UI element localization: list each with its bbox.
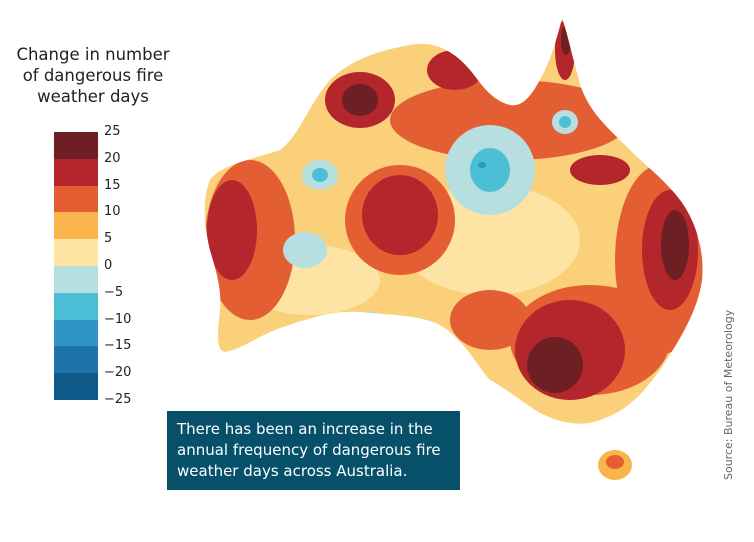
region-high-gulf <box>570 155 630 185</box>
region-moderate-south <box>450 290 530 350</box>
source-credit: Source: Bureau of Meteorology <box>722 309 735 480</box>
legend-tick-label: −25 <box>104 392 132 407</box>
tasmania-highlight <box>606 455 624 469</box>
region-veryhigh-southeast <box>527 337 583 393</box>
region-decrease-gulf-strong <box>559 116 571 128</box>
legend-swatch <box>54 266 98 294</box>
legend-tick-label: −10 <box>104 311 132 327</box>
legend-title-line2: of dangerous fire <box>22 66 164 85</box>
legend-swatch <box>54 132 98 160</box>
legend-title-line3: weather days <box>37 87 149 106</box>
region-decrease-pilbara-strong <box>312 168 328 182</box>
region-veryhigh-capeyork <box>561 25 571 55</box>
legend-swatch <box>54 346 98 374</box>
region-decrease-southcoast <box>352 312 388 328</box>
legend-color-bar <box>54 132 98 401</box>
region-high-west <box>207 180 257 280</box>
legend-tick-label: 20 <box>104 150 121 166</box>
region-high-centre <box>362 175 438 255</box>
legend-swatch <box>54 239 98 267</box>
region-veryhigh-kimberley <box>342 84 378 116</box>
legend-swatch <box>54 212 98 240</box>
legend-swatch <box>54 185 98 213</box>
legend-tick-label: −15 <box>104 338 132 354</box>
legend-tick-label: −5 <box>104 284 124 300</box>
legend-tick-label: 10 <box>104 204 121 220</box>
legend-swatch <box>54 373 98 401</box>
region-high-topend <box>427 50 483 90</box>
legend-title-line1: Change in number <box>16 45 170 64</box>
legend-tick-label: 25 <box>104 124 121 139</box>
legend-tick-label: 0 <box>104 258 113 273</box>
fire-change-shading <box>205 20 703 400</box>
legend-swatch <box>54 292 98 321</box>
legend-swatch <box>54 158 98 187</box>
caption-text: There has been an increase in the annual… <box>177 420 441 480</box>
region-decrease-centralnorth-strong <box>470 148 510 192</box>
australia-map <box>204 18 703 480</box>
region-decrease-centralnorth-max <box>478 162 486 168</box>
legend-title: Change in number of dangerous fire weath… <box>8 44 178 107</box>
legend-tick-label: 5 <box>104 231 113 247</box>
caption-box: There has been an increase in the annual… <box>167 411 460 490</box>
legend-swatch <box>54 319 98 347</box>
legend-tick-label: 15 <box>104 177 121 193</box>
legend-tick-label: −20 <box>104 365 132 381</box>
region-moderate-north <box>390 80 630 160</box>
region-veryhigh-east <box>661 210 689 280</box>
region-decrease-west <box>283 232 327 268</box>
